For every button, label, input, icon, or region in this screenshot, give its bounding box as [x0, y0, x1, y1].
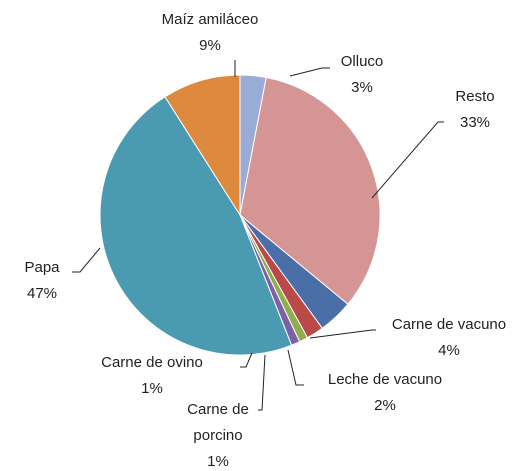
leader-line [309, 329, 376, 339]
value-label: 1% [141, 380, 163, 397]
slice-label: Carne de porcino 1% [173, 397, 263, 471]
category-label: Papa [24, 259, 60, 276]
slice-label: Resto 33% [415, 84, 527, 136]
leader-line [72, 247, 101, 273]
value-label: 4% [438, 342, 460, 359]
leader-line [258, 354, 266, 411]
category-label: Olluco [340, 53, 384, 70]
leader-line [287, 349, 304, 386]
slice-label: Carne de ovino 1% [67, 350, 237, 402]
pie-slice [239, 76, 381, 305]
slice-label: Carne de vacuno 4% [364, 312, 527, 364]
value-label: 2% [374, 397, 396, 414]
pie-slice [164, 74, 241, 217]
slice-label: Olluco 3% [302, 49, 422, 101]
category-label: Maíz amiláceo [161, 11, 259, 28]
category-label: Carne de vacuno [391, 316, 507, 333]
value-label: 1% [207, 453, 229, 470]
category-label: Carne de porcino [187, 401, 249, 444]
value-label: 3% [351, 79, 373, 96]
category-label: Carne de ovino [101, 354, 203, 371]
slice-label: Leche de vacuno 2% [300, 367, 470, 419]
value-label: 9% [199, 37, 221, 54]
slice-label: Papa 47% [2, 255, 82, 307]
category-label: Leche de vacuno [327, 371, 443, 388]
pie-slice [99, 96, 293, 356]
leader-line [371, 121, 444, 199]
leader-line [240, 352, 253, 368]
category-label: Resto [455, 88, 495, 105]
slice-label: Maíz amiláceo 9% [130, 7, 290, 59]
value-label: 47% [26, 285, 58, 302]
value-label: 33% [459, 114, 491, 131]
leader-line [289, 67, 330, 77]
